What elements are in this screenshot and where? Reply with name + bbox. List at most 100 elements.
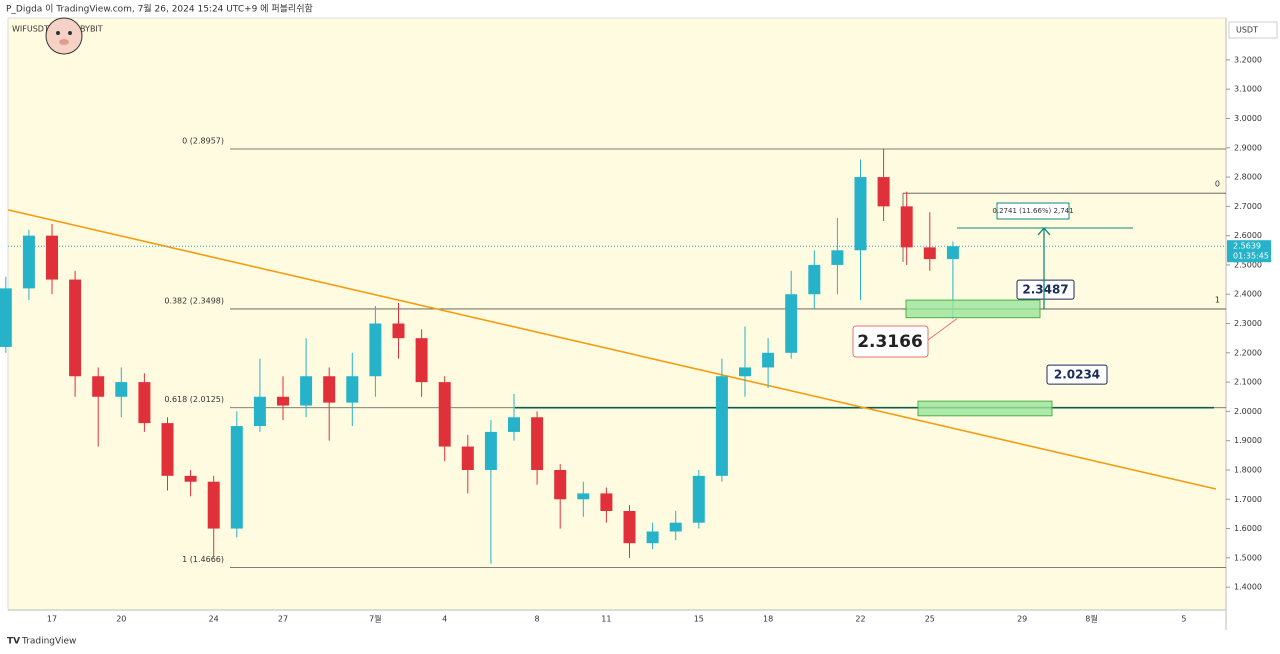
currency: USDT: [1236, 26, 1258, 35]
y-tick-label: 2.7000: [1234, 202, 1262, 211]
fib-label: 0.618 (2.0125): [164, 395, 224, 404]
y-tick-label: 2.6000: [1234, 231, 1262, 240]
y-tick-label: 2.0000: [1234, 407, 1262, 416]
candle-body: [461, 446, 474, 470]
x-tick-label: 5: [1181, 615, 1186, 624]
measure-label: 0.2741 (11.66%) 2,741: [992, 207, 1073, 215]
candle-body: [369, 323, 382, 377]
zone-label: 2.3487: [1022, 283, 1068, 297]
y-tick-label: 2.5000: [1234, 260, 1262, 269]
candle-body: [900, 206, 913, 248]
trendline: [7, 209, 1217, 490]
currency-box: [1228, 21, 1278, 39]
candle-body: [92, 376, 105, 397]
low-label-box: [852, 325, 929, 358]
x-tick-label: 8: [535, 615, 540, 624]
candle-body: [854, 177, 867, 251]
y-tick-label: 2.3000: [1234, 319, 1262, 328]
candle-body: [69, 279, 82, 377]
x-tick-label: 24: [209, 615, 219, 624]
candle-body: [946, 246, 959, 260]
x-tick-label: 27: [278, 615, 288, 624]
candle-body: [323, 376, 336, 403]
fib-label: 0.382 (2.3498): [164, 296, 224, 305]
x-tick-label: 8월: [1085, 614, 1097, 624]
candle-body: [739, 367, 751, 377]
candle-body: [877, 177, 890, 207]
y-tick-label: 3.0000: [1234, 114, 1262, 123]
fib2-label: 1: [1215, 295, 1220, 304]
candle-body: [0, 288, 12, 347]
exchange: BYBIT: [80, 25, 103, 34]
x-tick-label: 17: [47, 615, 57, 624]
measure-box: [996, 202, 1070, 220]
zone: [905, 299, 1041, 319]
zone: [917, 400, 1053, 417]
plot-bg: [7, 17, 1227, 611]
symbol: WIFUSDT: [12, 25, 49, 34]
price-tag: [1227, 240, 1271, 263]
candle-body: [138, 382, 151, 424]
low-pointer: [927, 318, 958, 341]
candle-body: [115, 382, 128, 397]
candle-body: [831, 250, 844, 265]
candle-body: [508, 417, 520, 432]
x-tick-label: 29: [1017, 615, 1027, 624]
candle-body: [46, 235, 58, 280]
candle-body: [184, 475, 197, 482]
price-tag-value: 2.5639: [1233, 242, 1261, 251]
candle-body: [600, 493, 613, 511]
candle-body: [669, 522, 682, 532]
x-tick-label: 4: [442, 615, 447, 624]
measure-arrowhead: [1037, 227, 1051, 236]
candle-body: [22, 235, 35, 289]
candle-body: [646, 531, 659, 544]
brand: TradingView: [21, 637, 76, 647]
y-tick-label: 1.6000: [1234, 524, 1262, 533]
y-tick-label: 3.1000: [1234, 85, 1262, 94]
candle-body: [762, 352, 775, 368]
candle-body: [715, 376, 728, 476]
header: P_Digda 이 TradingView.com, 7월 26, 2024 1…: [6, 3, 313, 15]
candle-body: [692, 475, 705, 523]
candle-body: [415, 338, 428, 383]
fib-label: 1 (1.4666): [182, 555, 224, 564]
candle-body: [785, 294, 798, 353]
x-tick-label: 7월: [369, 614, 381, 624]
candle-body: [438, 382, 451, 447]
candle-body: [484, 431, 497, 470]
candle-body: [300, 376, 313, 406]
y-tick-label: 2.2000: [1234, 348, 1262, 357]
x-tick-label: 20: [116, 615, 126, 624]
zone-label: 2.0234: [1054, 368, 1100, 382]
x-tick-label: 15: [694, 615, 704, 624]
x-tick-label: 25: [925, 615, 935, 624]
candle-body: [577, 493, 590, 500]
x-tick-label: 18: [763, 615, 773, 624]
candle-body: [531, 417, 544, 470]
zone-label-box: [1046, 364, 1108, 385]
y-tick-label: 1.9000: [1234, 436, 1262, 445]
low-label: 2.3166: [857, 332, 923, 352]
price-tag-countdown: 01:35:45: [1233, 252, 1269, 261]
candle-body: [346, 376, 359, 403]
candle-body: [623, 510, 636, 544]
x-tick-label: 22: [855, 615, 865, 624]
y-tick-label: 1.7000: [1234, 495, 1262, 504]
candle-body: [554, 469, 567, 500]
candle-body: [230, 426, 243, 529]
candle-body: [392, 323, 405, 339]
avatar: [45, 17, 83, 55]
y-tick-label: 2.8000: [1234, 173, 1262, 182]
y-tick-label: 1.8000: [1234, 465, 1262, 474]
brand-logo: TV: [7, 637, 20, 647]
candle-body: [808, 264, 821, 295]
zone-label-box: [1016, 279, 1075, 300]
y-tick-label: 2.4000: [1234, 290, 1262, 299]
fib-label: 0 (2.8957): [182, 137, 224, 146]
candle-body: [253, 396, 266, 427]
candle-body: [923, 247, 936, 260]
candle-body: [161, 423, 174, 476]
candle-body: [207, 481, 220, 529]
